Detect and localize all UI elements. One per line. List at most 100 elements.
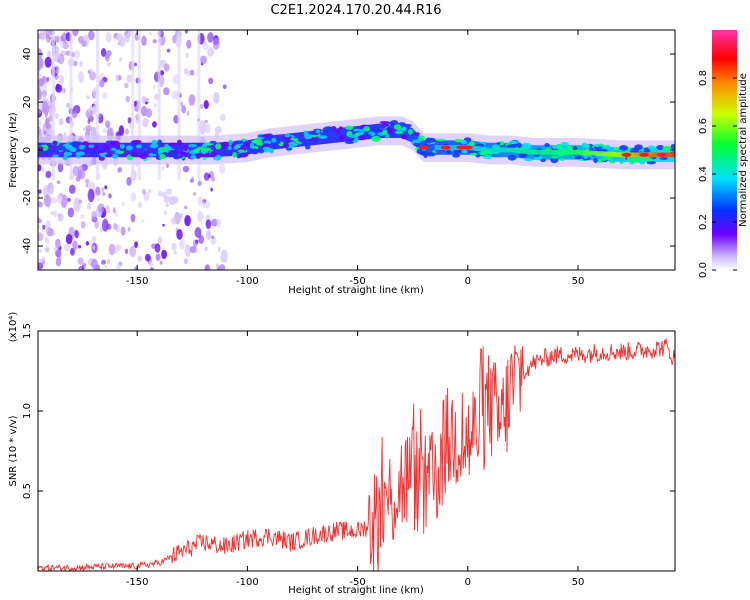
noise-streak	[197, 30, 201, 180]
ridge-speckle	[232, 152, 237, 158]
ridge-speckle	[250, 148, 260, 155]
ridge-speckle	[104, 154, 113, 157]
noise-blob	[189, 246, 197, 254]
noise-blob	[205, 219, 212, 230]
noise-blob	[202, 200, 211, 209]
ridge-speckle	[572, 146, 578, 151]
noise-blob	[114, 210, 119, 218]
noise-blob	[38, 126, 41, 134]
ridge-speckle	[452, 153, 460, 158]
ridge-speckle	[581, 142, 588, 149]
ridge-speckle	[344, 140, 355, 144]
noise-blob	[170, 217, 177, 225]
ridge-speckle	[309, 140, 319, 143]
noise-blob	[102, 92, 108, 99]
noise-blob	[184, 214, 191, 227]
ridge-speckle	[518, 153, 527, 158]
ridge-speckle	[412, 139, 422, 143]
ridge-speckle	[201, 144, 208, 148]
noise-blob	[207, 32, 214, 43]
noise-blob	[50, 197, 58, 204]
ridge-speckle	[114, 150, 120, 154]
ridge-speckle	[141, 143, 148, 150]
ridge-speckle	[371, 135, 381, 142]
noise-blob	[68, 184, 76, 194]
ridge-speckle	[379, 121, 390, 124]
noise-blob	[65, 233, 73, 245]
noise-blob	[154, 103, 157, 108]
ridge-speckle	[111, 153, 119, 159]
noise-blob	[219, 264, 226, 270]
ridge-speckle	[75, 155, 81, 159]
hotspot	[639, 152, 650, 157]
noise-blob	[105, 31, 112, 43]
noise-blob	[204, 246, 208, 252]
colorbar-tick-label: 0.2	[698, 214, 709, 230]
noise-blob	[47, 50, 52, 59]
noise-blob	[194, 227, 202, 238]
y-tick-label: -40	[22, 238, 33, 254]
noise-blob	[50, 211, 54, 215]
noise-blob	[85, 178, 90, 184]
ridge-speckle	[221, 141, 229, 148]
spectrogram-y-label: Frequency (Hz)	[8, 112, 19, 188]
noise-blob	[115, 264, 121, 270]
ridge-speckle	[642, 157, 653, 162]
noise-blob	[70, 247, 75, 256]
noise-blob	[87, 203, 91, 210]
noise-blob	[184, 244, 191, 257]
noise-blob	[62, 87, 66, 94]
noise-blob	[92, 245, 96, 251]
noise-blob	[79, 60, 83, 68]
ridge-speckle	[381, 123, 390, 127]
noise-blob	[173, 250, 177, 255]
noise-blob	[152, 84, 156, 90]
noise-streak	[177, 30, 181, 180]
y-tick-label: 0.5	[22, 483, 33, 499]
ridge-speckle	[491, 144, 501, 149]
ridge-speckle	[148, 152, 154, 157]
noise-blob	[163, 87, 170, 96]
noise-blob	[214, 126, 222, 134]
noise-blob	[80, 221, 86, 229]
ridge-speckle	[210, 151, 217, 158]
noise-blob	[140, 105, 148, 117]
noise-blob	[38, 189, 42, 194]
ridge-speckle	[183, 145, 189, 152]
noise-blob	[141, 95, 147, 104]
ridge-speckle	[550, 155, 559, 159]
ridge-speckle	[190, 154, 197, 160]
noise-blob	[97, 197, 100, 202]
ridge-speckle	[258, 148, 265, 154]
noise-blob	[97, 203, 105, 213]
noise-blob	[78, 71, 84, 83]
noise-blob	[104, 265, 108, 269]
noise-blob	[127, 30, 132, 36]
noise-blob	[54, 113, 59, 119]
hotspot	[418, 145, 429, 150]
ridge-speckle	[659, 156, 668, 160]
noise-blob	[113, 33, 117, 38]
noise-blob	[124, 33, 130, 43]
noise-blob	[38, 109, 42, 114]
ridge-speckle	[357, 135, 367, 141]
noise-blob	[171, 242, 177, 252]
noise-blob	[46, 100, 53, 107]
noise-blob	[161, 166, 165, 171]
noise-blob	[43, 194, 52, 207]
noise-blob	[38, 201, 41, 206]
ridge-speckle	[647, 145, 656, 150]
noise-blob	[55, 256, 62, 267]
ridge-speckle	[288, 141, 298, 147]
ridge-speckle	[338, 126, 343, 130]
noise-blob	[44, 56, 52, 68]
noise-blob	[73, 50, 81, 59]
noise-blob	[125, 95, 130, 103]
noise-blob	[199, 103, 203, 109]
x-tick-label: 0	[465, 276, 471, 287]
noise-blob	[89, 68, 93, 73]
x-tick-label: 50	[572, 276, 585, 287]
noise-blob	[80, 214, 85, 220]
noise-blob	[45, 123, 52, 130]
